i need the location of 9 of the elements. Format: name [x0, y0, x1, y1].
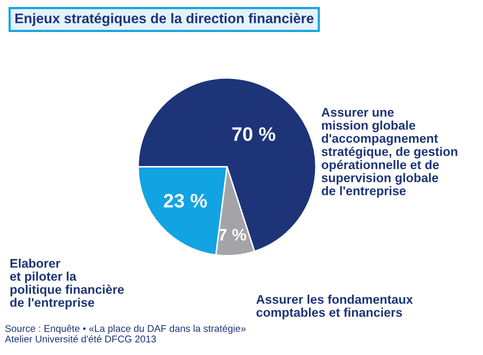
- slice-label: Elaborer et piloter la politique financière de l'entreprise: [10, 258, 124, 310]
- pie-slice: [137, 77, 317, 252]
- data-label: 7 %: [218, 228, 246, 241]
- data-label: 70 %: [232, 127, 276, 141]
- slice-label: Assurer une mission globale d'accompagnement stratégique, de gestion opérationnelle et de supervision globale de l'entreprise: [322, 108, 458, 198]
- source-note: Source : Enquête • «La place du DAF dans la stratégie» Atelier Université d'été DFCG 2013: [4, 324, 246, 342]
- slice-label: Assurer les fondamentaux comptables et financiers: [256, 294, 413, 320]
- chart-title: Enjeux stratégiques de la direction financière: [15, 12, 314, 26]
- data-label: 23 %: [164, 194, 207, 208]
